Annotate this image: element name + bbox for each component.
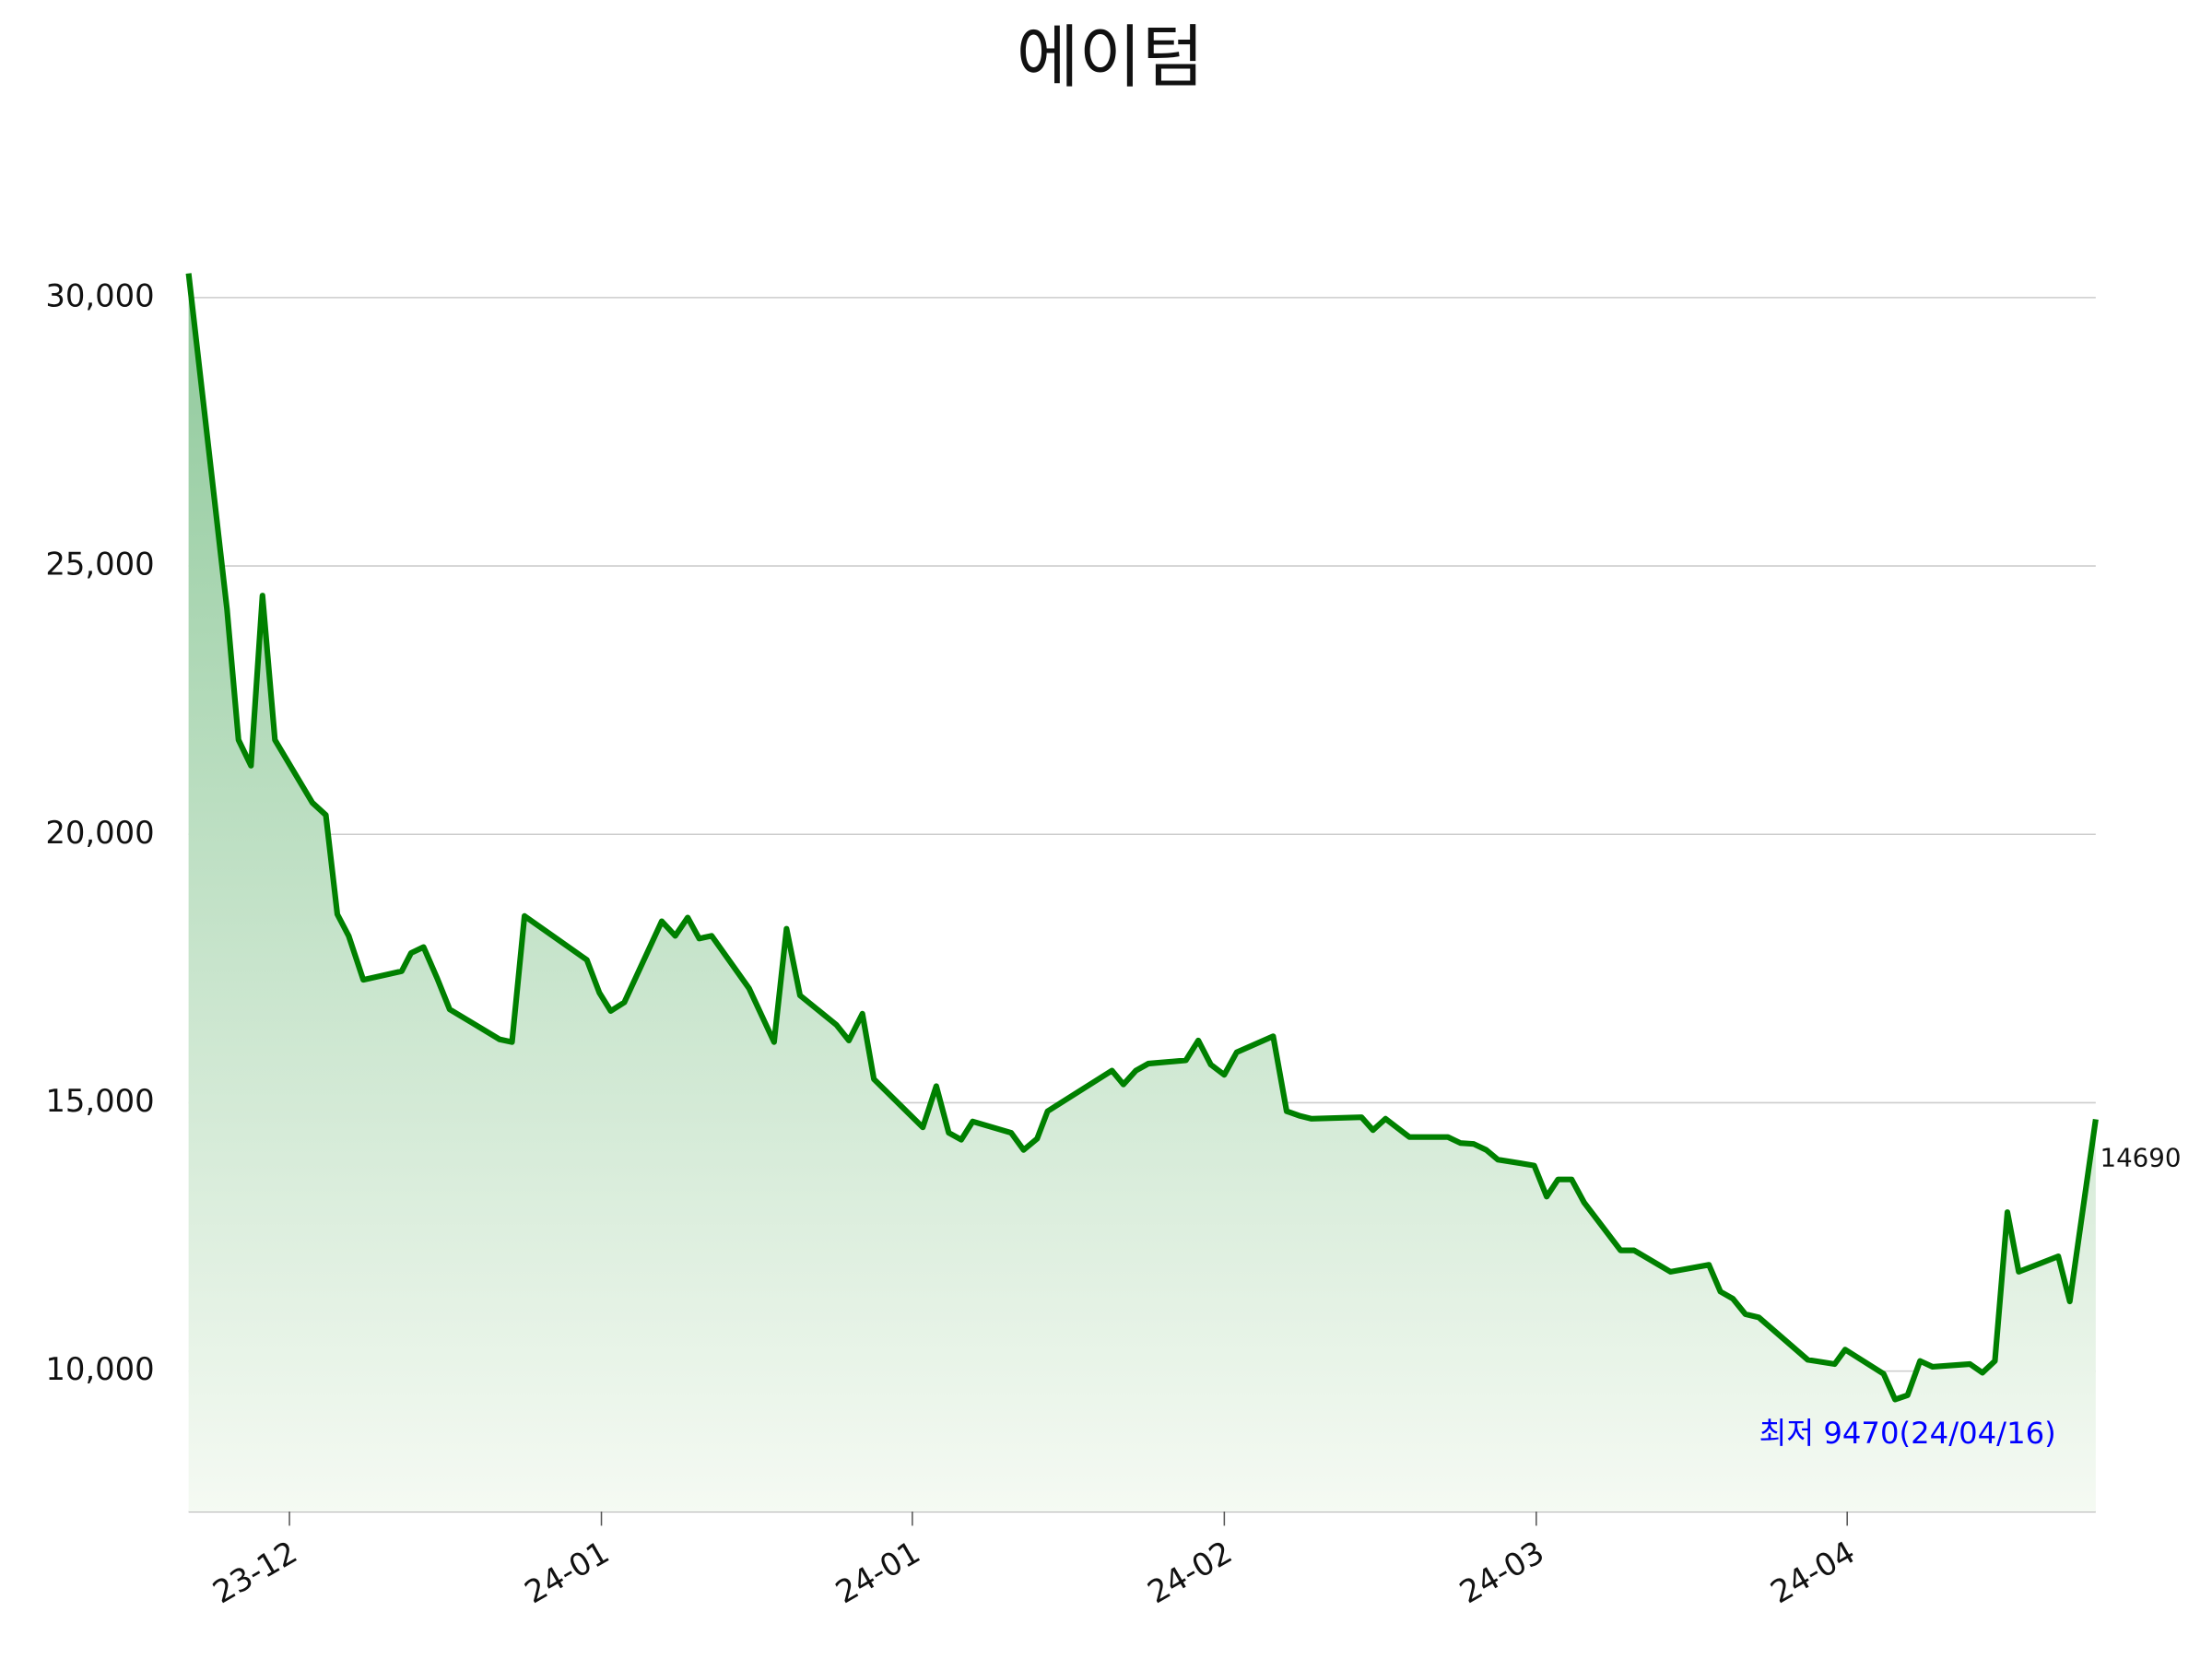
last-value-label: 14690: [2100, 1143, 2181, 1173]
x-tick-label: 24-01: [830, 1534, 926, 1610]
x-tick-label: 24-04: [1764, 1534, 1861, 1610]
y-tick-label: 10,000: [45, 1351, 154, 1387]
x-tick-label: 23-12: [206, 1534, 303, 1610]
y-tick-label: 20,000: [45, 815, 154, 851]
x-tick-label: 24-01: [519, 1534, 616, 1610]
min-annotation: 최저 9470(24/04/16): [1759, 1416, 2056, 1451]
chart-title: 에이텀: [1017, 18, 1205, 98]
x-tick-label: 24-02: [1142, 1534, 1239, 1610]
y-tick-label: 25,000: [45, 547, 154, 582]
price-line: [185, 273, 2099, 1403]
x-tick-label: 24-03: [1453, 1534, 1550, 1610]
y-tick-label: 15,000: [45, 1083, 154, 1119]
area-fill: [188, 273, 2096, 1512]
y-tick-label: 30,000: [45, 277, 154, 313]
